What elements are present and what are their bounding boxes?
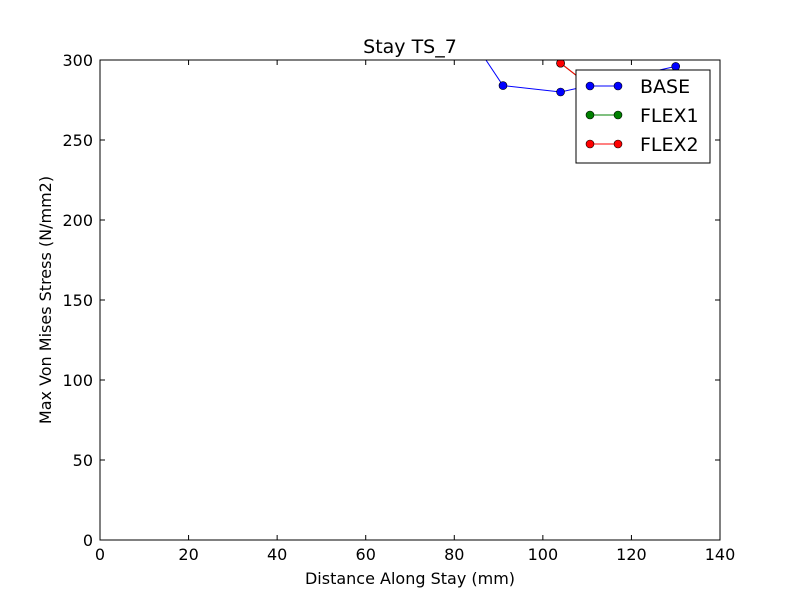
data-point-base — [498, 81, 508, 90]
x-tick-label: 80 — [444, 545, 464, 564]
legend-entry-flex1: FLEX1 — [585, 105, 699, 127]
x-tick-label: 40 — [267, 545, 287, 564]
x-tick-label: 100 — [528, 545, 559, 564]
data-point-base — [556, 87, 565, 97]
legend-entries: BASE FLEX1 FLEX2 — [585, 76, 699, 156]
y-tick-label: 100 — [62, 371, 93, 390]
y-tick-label: 250 — [62, 131, 93, 150]
data-point-base — [671, 62, 681, 71]
legend-label-flex2: FLEX2 — [640, 134, 699, 156]
x-tick-label: 20 — [178, 545, 198, 564]
legend-label-base: BASE — [640, 76, 690, 98]
x-tick-label: 0 — [95, 545, 105, 564]
y-axis-label: Max Von Mises Stress (N/mm2) — [36, 176, 55, 424]
legend-entry-base: BASE — [585, 76, 690, 98]
legend-marker-flex1 — [585, 110, 595, 120]
legend-marker-flex2 — [613, 139, 623, 149]
tick-layer: 0 20 40 60 80 100 120 140 0 50 100 150 200 250 300 — [62, 51, 735, 564]
legend-label-flex1: FLEX1 — [640, 105, 699, 127]
legend-marker-base — [585, 81, 595, 91]
x-tick-label: 140 — [705, 545, 736, 564]
legend-marker-flex2 — [585, 139, 595, 149]
legend-marker-base — [613, 81, 623, 91]
data-point-flex2 — [556, 60, 565, 68]
legend-marker-flex1 — [613, 110, 623, 120]
x-tick-label: 120 — [616, 545, 647, 564]
x-tick-label: 60 — [356, 545, 376, 564]
y-tick-label: 300 — [62, 51, 93, 70]
chart-title: Stay TS_7 — [363, 36, 457, 58]
x-axis-label: Distance Along Stay (mm) — [305, 569, 515, 588]
y-tick-label: 50 — [73, 451, 93, 470]
legend-entry-flex2: FLEX2 — [585, 134, 699, 156]
data-point-base — [441, 0, 449, 3]
y-tick-label: 0 — [83, 531, 93, 550]
legend: BASE FLEX1 FLEX2 — [575, 69, 711, 164]
y-tick-label: 200 — [62, 211, 93, 230]
y-tick-label: 150 — [62, 291, 93, 310]
